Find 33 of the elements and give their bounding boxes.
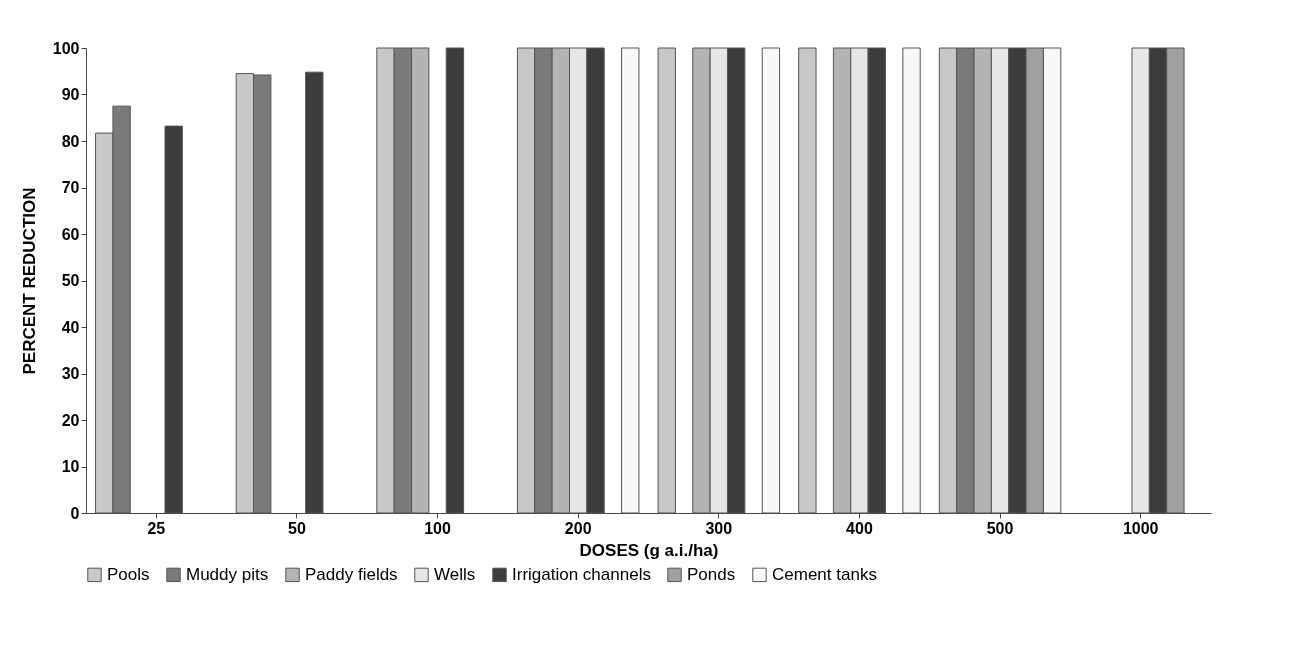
legend-label: Pools — [107, 564, 150, 584]
legend-label: Cement tanks — [772, 564, 877, 584]
legend-label: Irrigation channels — [512, 564, 651, 584]
legend-label: Wells — [434, 564, 476, 584]
y-tick-label: 20 — [61, 411, 80, 429]
x-tick-label: 25 — [147, 519, 166, 537]
bar — [902, 47, 921, 514]
y-tick-label: 100 — [52, 39, 80, 57]
x-tick-label: 200 — [564, 519, 592, 537]
y-tick-label: 40 — [61, 318, 80, 336]
y-tick-label: 90 — [61, 86, 80, 103]
y-tick-label: 30 — [61, 365, 80, 382]
x-tick-label: 500 — [986, 519, 1014, 537]
bar — [761, 47, 781, 514]
x-tick-label: 1000 — [1122, 519, 1159, 537]
y-tick-label: 10 — [61, 458, 80, 475]
y-axis-title: PERCENT REDUCTION — [19, 187, 39, 375]
legend-label: Ponds — [687, 564, 736, 584]
x-axis-title: DOSES (g a.i./ha) — [579, 540, 719, 560]
x-tick-label: 400 — [846, 519, 873, 537]
y-tick-label: 0 — [70, 504, 80, 522]
bar — [657, 47, 676, 514]
x-tick-label: 100 — [424, 519, 452, 537]
bar — [798, 47, 817, 514]
y-tick-label: 80 — [61, 132, 80, 150]
legend-label: Muddy pits — [186, 564, 269, 584]
y-tick-label: 60 — [61, 225, 80, 243]
y-tick-label: 50 — [61, 272, 80, 289]
legend-label: Paddy fields — [305, 564, 398, 584]
x-tick-label: 300 — [705, 519, 733, 537]
bar — [621, 47, 640, 514]
y-tick-label: 70 — [61, 179, 80, 196]
x-tick-label: 50 — [288, 519, 306, 537]
